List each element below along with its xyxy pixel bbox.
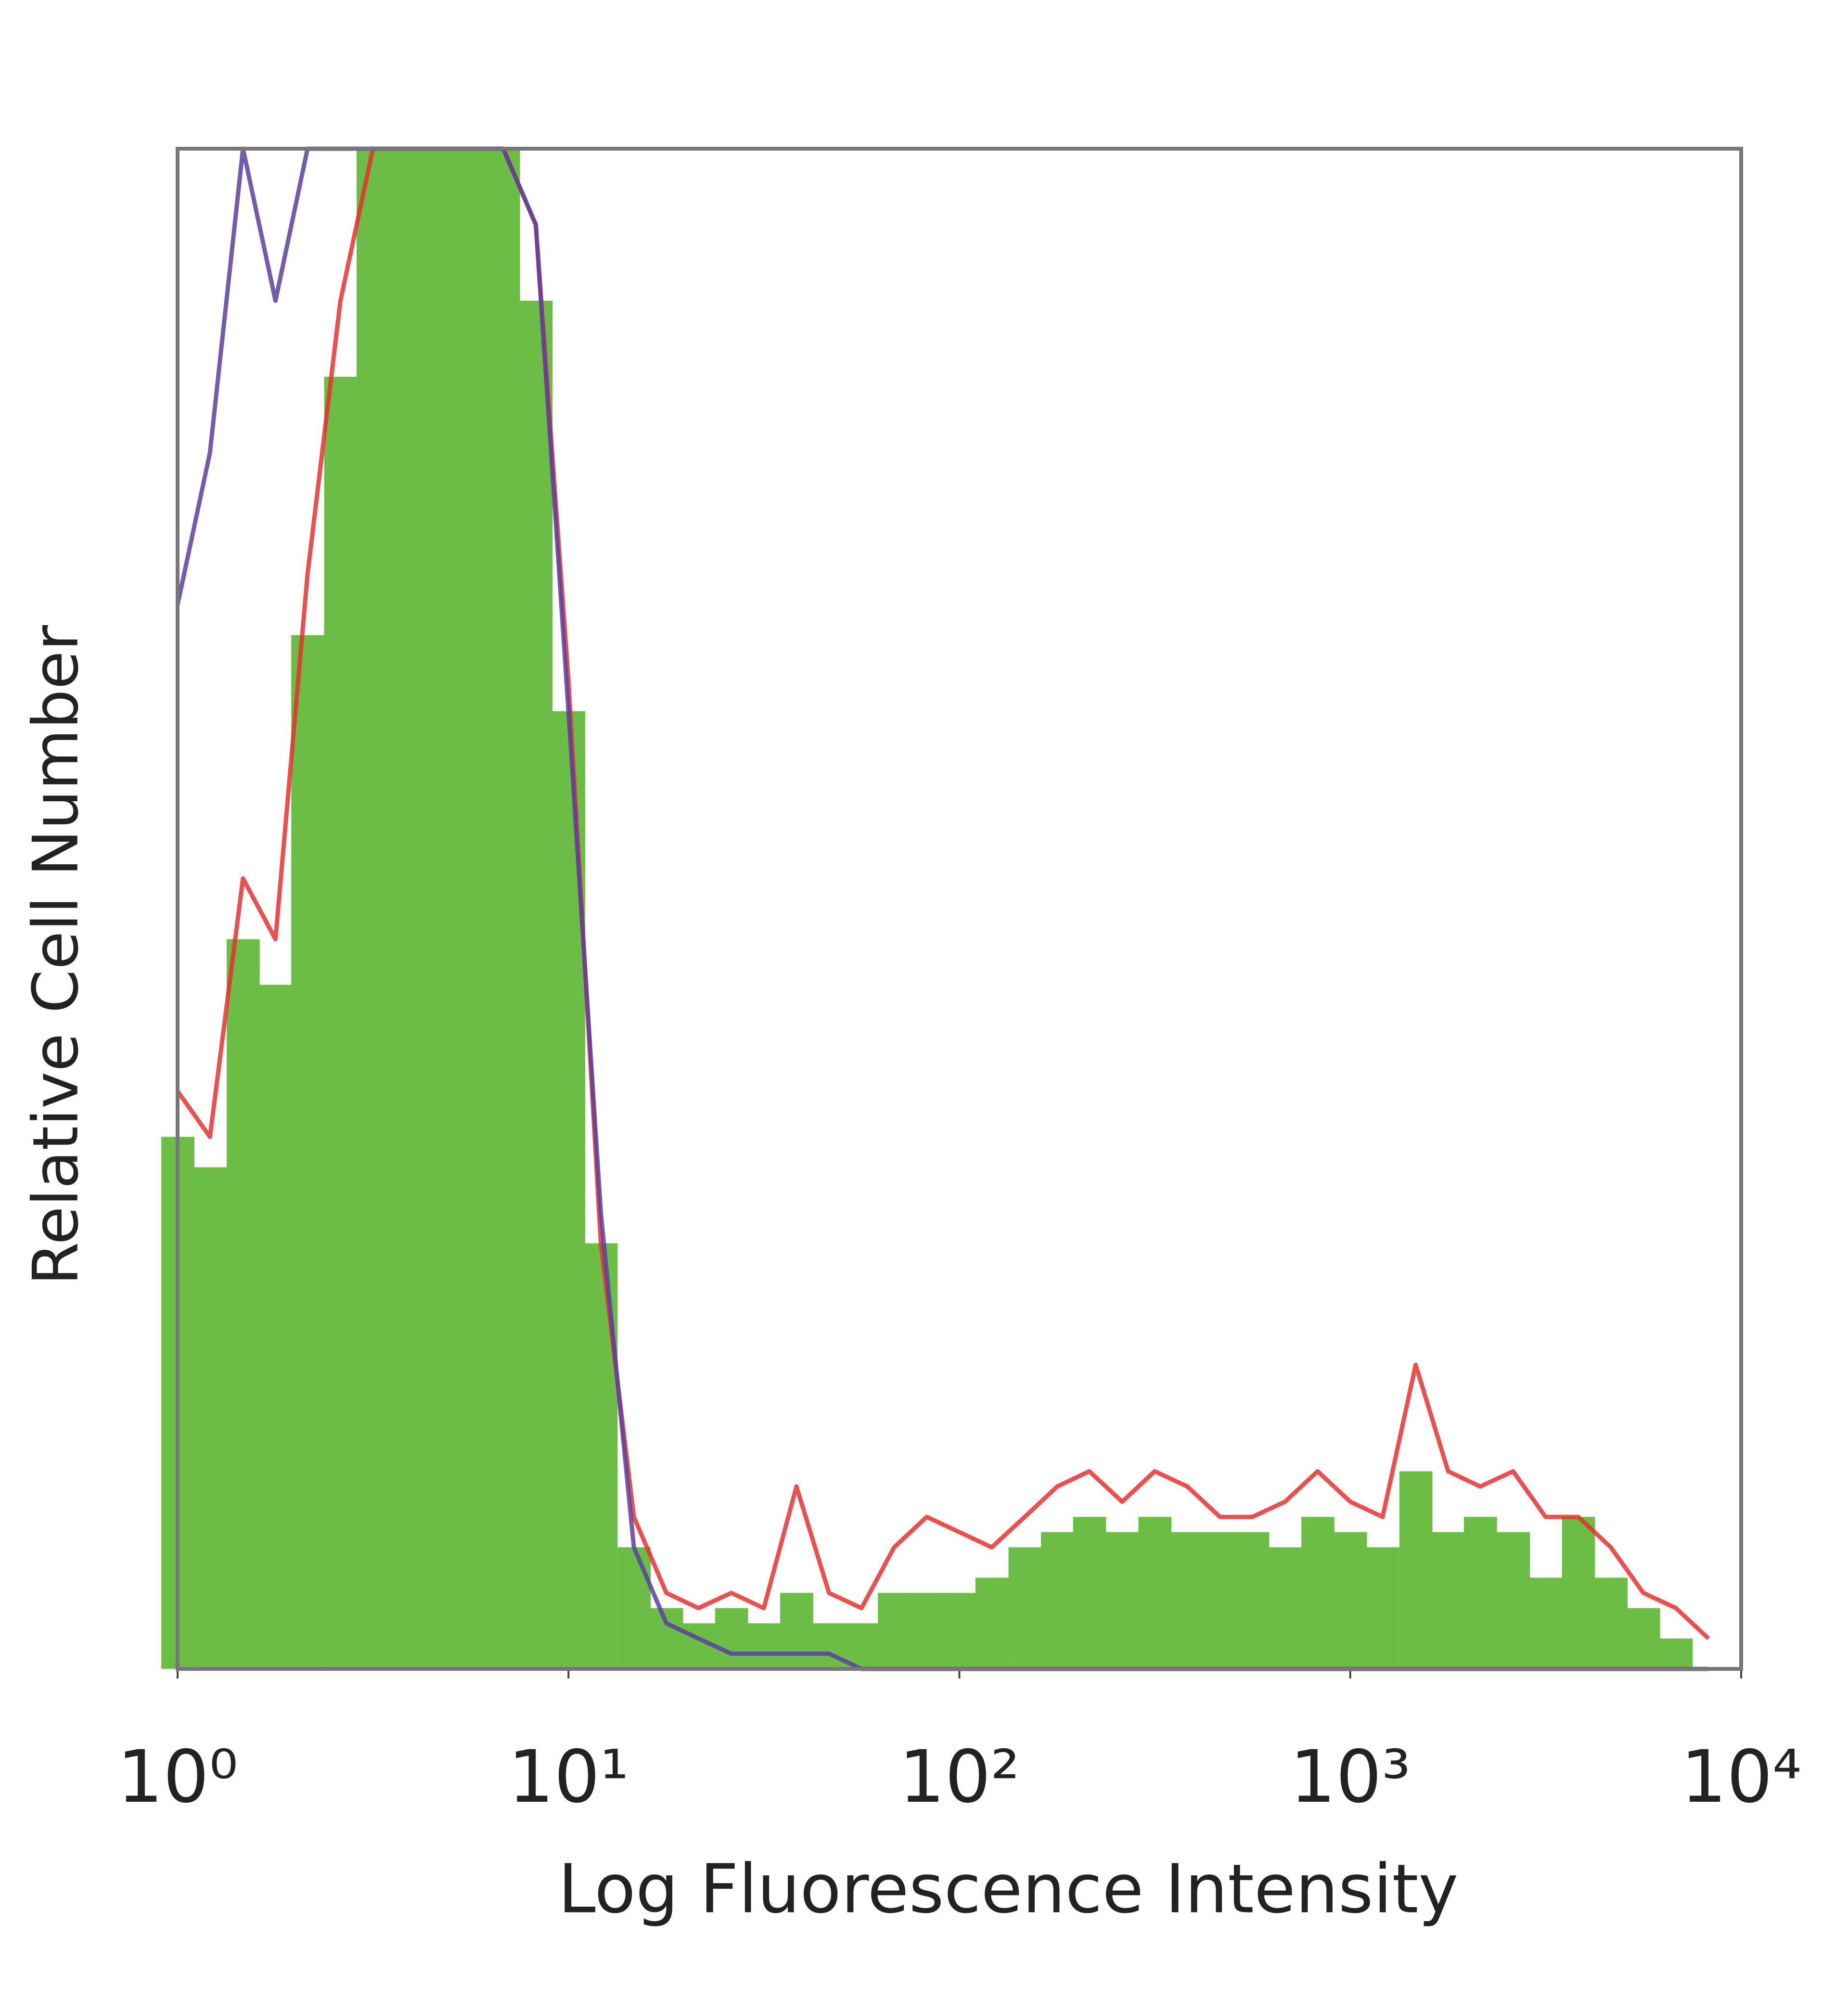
x-tick-label: 10² [899, 1735, 1020, 1819]
x-tick-label: 10⁰ [117, 1735, 238, 1819]
histogram-bar [617, 1547, 651, 1669]
histogram-bar [1269, 1547, 1302, 1669]
histogram-bar [357, 149, 390, 1669]
histogram-bar [1301, 1517, 1335, 1669]
histogram-bar [1399, 1471, 1433, 1669]
histogram-bar [259, 985, 293, 1669]
histogram-bar [943, 1593, 976, 1669]
histogram-bar [1562, 1517, 1595, 1669]
histogram-bar [1529, 1577, 1563, 1669]
histogram-bar [715, 1608, 748, 1669]
histogram-bar [324, 376, 358, 1669]
histogram-bar [910, 1593, 944, 1669]
histogram-bar [975, 1577, 1009, 1669]
histogram-bar [1627, 1608, 1660, 1669]
histogram-bar [291, 635, 324, 1669]
histogram-bar [487, 149, 520, 1669]
histogram-bar [519, 300, 553, 1669]
histogram-bar [845, 1623, 879, 1669]
histogram-bar [584, 1243, 618, 1669]
histogram-bar [650, 1608, 683, 1669]
histogram-bar [227, 939, 260, 1669]
histogram-bar [812, 1623, 846, 1669]
plot-frame [176, 147, 1743, 1671]
histogram-bar [422, 149, 455, 1669]
histogram-bar [780, 1593, 813, 1669]
histogram-bar [1106, 1532, 1139, 1669]
histogram-bar [1463, 1517, 1497, 1669]
histogram-bar [1073, 1517, 1106, 1669]
histogram-bar [1008, 1547, 1042, 1669]
histogram-bar [1204, 1532, 1237, 1669]
histogram-bar [1334, 1532, 1367, 1669]
histogram-bar [1594, 1577, 1628, 1669]
histogram-bar [878, 1593, 911, 1669]
x-tick-label: 10⁴ [1681, 1735, 1801, 1819]
histogram-bar [1366, 1547, 1399, 1669]
histogram-bar [747, 1623, 781, 1669]
x-tick-label: 10³ [1290, 1735, 1411, 1819]
histogram-bar [193, 1167, 227, 1669]
histogram-bar [1432, 1532, 1465, 1669]
x-tick-label: 10¹ [508, 1735, 629, 1819]
histogram-bar [1171, 1532, 1205, 1669]
histogram-bar [454, 149, 488, 1669]
histogram-bar [1138, 1517, 1172, 1669]
y-axis-title: Relative Cell Number [19, 625, 92, 1285]
histogram-bar [389, 149, 423, 1669]
histogram-bar [1497, 1532, 1530, 1669]
histogram-bar [1041, 1532, 1074, 1669]
x-axis-title: Log Fluorescence Intensity [558, 1850, 1459, 1929]
histogram-bar [682, 1623, 716, 1669]
histogram-bar [1236, 1532, 1270, 1669]
histogram-bar [1659, 1638, 1693, 1669]
